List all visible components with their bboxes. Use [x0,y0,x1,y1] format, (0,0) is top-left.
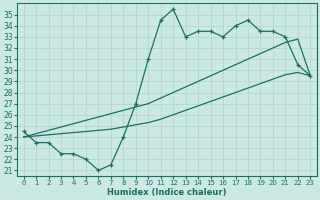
X-axis label: Humidex (Indice chaleur): Humidex (Indice chaleur) [107,188,227,197]
